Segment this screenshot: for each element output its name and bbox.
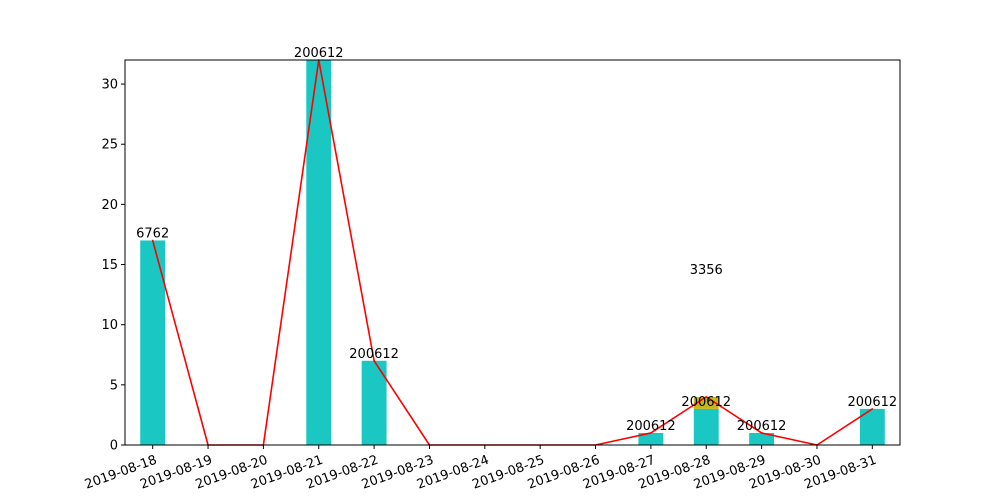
y-tick-label-25: 25 xyxy=(101,138,118,153)
bar-2019-08-28-s1 xyxy=(693,396,719,409)
y-tick-label-20: 20 xyxy=(101,198,118,213)
line-point-2019-08-22 xyxy=(373,359,375,362)
labels-layer: 6762 200612 200612 200612 200612 200612 200612… xyxy=(136,46,897,434)
bar-label-2019-08-29: 200612 xyxy=(737,419,787,434)
bar-label-2019-08-28: 200612 xyxy=(681,395,731,410)
bar-2019-08-28-s0 xyxy=(693,408,719,445)
bar-label-2019-08-18: 6762 xyxy=(136,226,169,241)
line-point-2019-08-27 xyxy=(650,432,652,434)
y-tick-label-0: 0 xyxy=(110,439,118,454)
line-point-2019-08-29 xyxy=(760,432,763,434)
bar-2019-08-21-s0 xyxy=(306,60,332,445)
bar-2019-08-29-s0 xyxy=(749,432,775,445)
bar-label-2019-08-22: 200612 xyxy=(349,347,399,362)
y-tick-label-15: 15 xyxy=(101,258,118,273)
line-point-2019-08-18 xyxy=(151,239,154,242)
y-tick-label-30: 30 xyxy=(101,78,118,93)
y-tick-label-10: 10 xyxy=(101,318,118,333)
bar-label-2019-08-27: 200612 xyxy=(626,419,676,434)
bar-2019-08-27-s0 xyxy=(638,432,664,445)
line-point-2019-08-28 xyxy=(705,396,708,398)
line-point-2019-08-31 xyxy=(871,408,874,410)
annotation-0: 3356 xyxy=(690,263,723,278)
bar-label-2019-08-31: 200612 xyxy=(848,395,898,410)
bar-label-2019-08-21: 200612 xyxy=(294,46,344,61)
y-tick-label-5: 5 xyxy=(110,378,118,393)
plot-frame xyxy=(124,59,901,446)
bar-2019-08-18-s0 xyxy=(140,240,166,445)
